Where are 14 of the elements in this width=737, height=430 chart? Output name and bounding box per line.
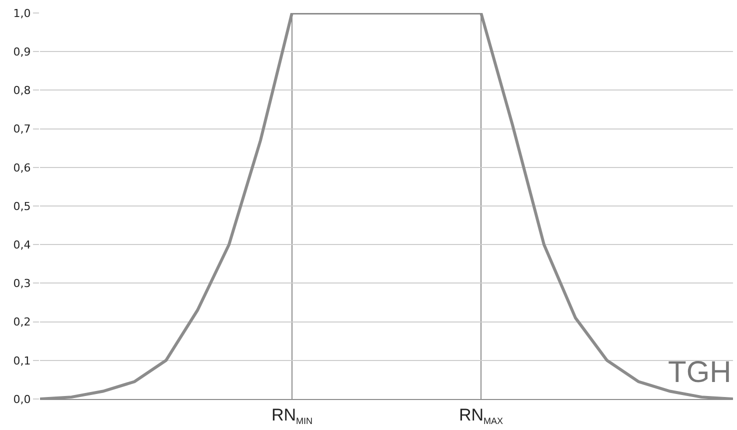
y-tick-label: 0,4	[13, 238, 31, 252]
y-tick-label: 0,3	[13, 277, 31, 290]
y-tick-label: 0,5	[13, 200, 31, 213]
x-axis-title: TGH	[668, 356, 732, 389]
y-tick-label: 0,6	[13, 161, 31, 174]
y-tick-label: 0,1	[13, 354, 31, 368]
y-tick-label: 0,0	[13, 392, 31, 406]
y-tick-label: 0,9	[13, 45, 31, 58]
y-tick-label: 0,8	[13, 84, 31, 98]
x-tick-label: RN$_{MIN}$	[271, 405, 313, 426]
y-tick-label: 1,0	[13, 6, 31, 20]
x-tick-label: RN$_{MAX}$	[458, 405, 504, 426]
y-tick-label: 0,2	[13, 316, 31, 329]
y-tick-label: 0,7	[13, 122, 31, 136]
